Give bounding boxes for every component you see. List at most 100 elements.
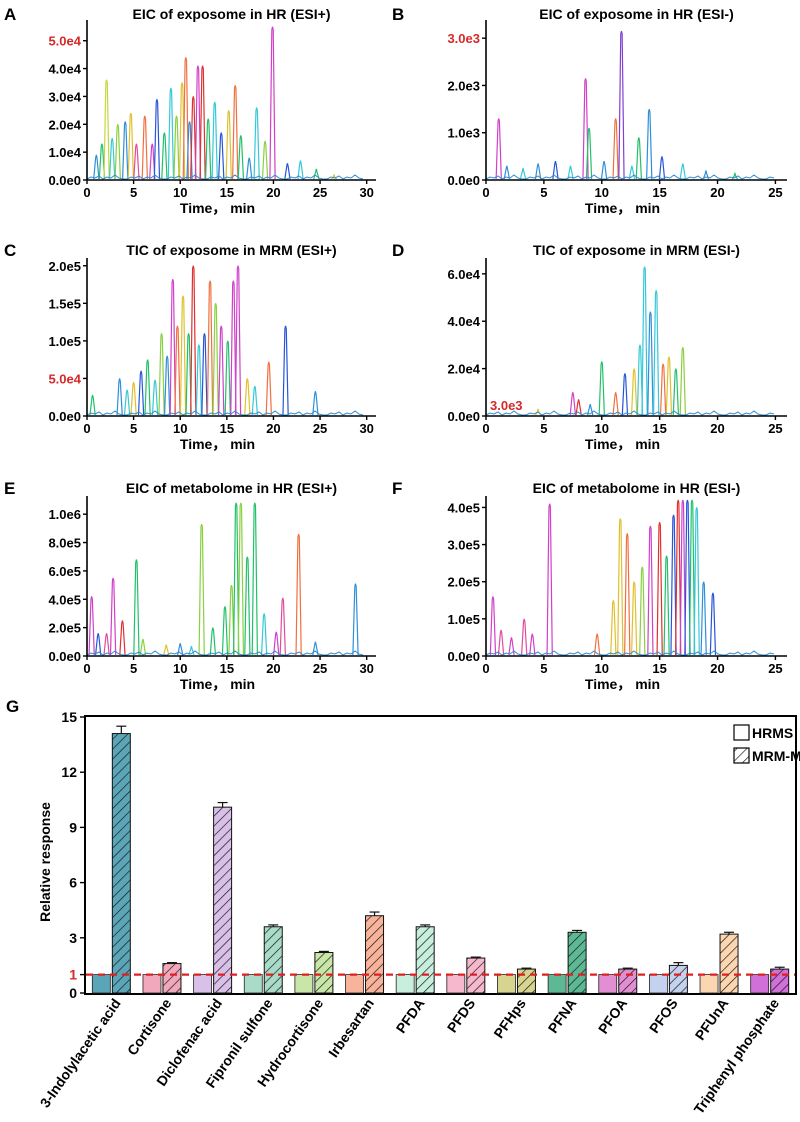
y-tick-label: 1.0e6 bbox=[48, 507, 81, 522]
x-tick-label: 5 bbox=[130, 185, 137, 200]
x-tick-label: 0 bbox=[83, 661, 90, 676]
peak bbox=[497, 629, 505, 656]
category-label: Cortisone bbox=[124, 995, 175, 1058]
bar-mrm bbox=[415, 926, 435, 994]
y-tick-label: 4.0e4 bbox=[48, 62, 81, 77]
bar-hrms bbox=[243, 974, 263, 994]
panel-title-f: EIC of metabolome in HR (ESI-) bbox=[533, 480, 741, 496]
x-tick-label: 30 bbox=[359, 661, 373, 676]
peak bbox=[628, 165, 636, 180]
bar-hrms bbox=[699, 974, 719, 994]
panel-g-frame bbox=[84, 715, 797, 995]
category-label: PFHps bbox=[490, 995, 529, 1041]
peak bbox=[641, 266, 648, 416]
peak bbox=[635, 137, 643, 180]
peak bbox=[663, 555, 670, 656]
peak bbox=[612, 118, 619, 180]
y-tick-label: 2.0e5 bbox=[447, 575, 480, 590]
peak bbox=[658, 156, 666, 180]
x-tick-label: 20 bbox=[266, 661, 280, 676]
peak bbox=[230, 280, 237, 416]
legend-swatch-hrms bbox=[733, 724, 750, 741]
peak bbox=[108, 138, 116, 180]
peak bbox=[587, 404, 594, 416]
peak bbox=[218, 132, 225, 180]
y-tick-label: 4.0e5 bbox=[447, 500, 480, 515]
peak bbox=[133, 559, 140, 656]
panel-d: D TIC of exposome in MRM (ESI-) 0.0e0 2.0e4… bbox=[392, 241, 787, 452]
y-tick-label: 2.0e5 bbox=[48, 259, 81, 274]
peaks-d bbox=[485, 266, 775, 416]
peak bbox=[116, 378, 123, 416]
x-tick-label: 5 bbox=[540, 185, 547, 200]
peak bbox=[224, 340, 231, 416]
bar-hrms bbox=[395, 974, 415, 994]
x-tick-label: 5 bbox=[130, 421, 137, 436]
peak bbox=[312, 641, 319, 656]
peak bbox=[204, 118, 212, 180]
peak bbox=[598, 361, 605, 416]
bar-hrms bbox=[446, 974, 466, 994]
peak bbox=[569, 392, 577, 416]
peak bbox=[646, 108, 653, 180]
y-tick-label: 2.0e4 bbox=[447, 362, 480, 377]
x-axis-label-a: Time， min bbox=[180, 200, 255, 216]
peak bbox=[636, 344, 644, 416]
y-tick-label: 3 bbox=[69, 930, 77, 946]
peak bbox=[251, 385, 259, 416]
y-tick-label: 6.0e5 bbox=[48, 564, 81, 579]
peak bbox=[702, 170, 710, 180]
x-tick-label: 15 bbox=[652, 661, 666, 676]
peak bbox=[659, 363, 667, 416]
baseline-trace bbox=[485, 410, 775, 416]
peak bbox=[163, 355, 171, 416]
y-tick-label: 1.0e4 bbox=[48, 145, 81, 160]
legend-swatch-mrm bbox=[733, 747, 750, 764]
peak bbox=[178, 82, 186, 180]
bar-mrm bbox=[668, 964, 688, 994]
peaks-f bbox=[485, 499, 775, 656]
x-tick-label: 25 bbox=[768, 661, 782, 676]
peak bbox=[575, 399, 582, 416]
bar-hrms bbox=[648, 974, 668, 994]
peak bbox=[352, 583, 359, 656]
bar-hrms bbox=[598, 974, 618, 994]
peak bbox=[529, 633, 536, 656]
y-tick-label: 15 bbox=[61, 709, 77, 725]
y-tick-label: 9 bbox=[69, 819, 77, 835]
y-tick-label: 0.0e0 bbox=[48, 409, 81, 424]
peak bbox=[119, 620, 126, 656]
x-tick-label: 15 bbox=[652, 421, 666, 436]
peak bbox=[521, 618, 528, 656]
category-label: PFUnA bbox=[692, 996, 732, 1043]
peak bbox=[610, 600, 617, 656]
peak bbox=[679, 499, 687, 656]
y-tick-label: 0.0e0 bbox=[447, 173, 480, 188]
peak bbox=[674, 499, 682, 656]
x-axis-label-e: Time， min bbox=[180, 676, 255, 692]
peak bbox=[228, 584, 235, 656]
peaks-b bbox=[485, 30, 775, 180]
peak bbox=[123, 389, 131, 416]
x-tick-label: 10 bbox=[173, 421, 187, 436]
panel-letter-c: C bbox=[4, 241, 16, 260]
peak bbox=[237, 135, 245, 180]
peak bbox=[331, 174, 338, 180]
category-label: Irbesartan bbox=[325, 996, 377, 1061]
peak bbox=[109, 577, 117, 656]
panel-letter-e: E bbox=[4, 479, 15, 498]
legend-label-mrm: MRM-MS bbox=[752, 748, 800, 764]
panel-title-c: TIC of exposome in MRM (ESI+) bbox=[126, 242, 336, 258]
peak bbox=[284, 163, 291, 180]
peak bbox=[212, 303, 219, 416]
panel-b: B EIC of exposome in HR (ESI-) 0.0e0 1.0e3 2… bbox=[392, 5, 787, 216]
peak bbox=[295, 533, 302, 656]
baseline-trace bbox=[86, 174, 364, 180]
peak bbox=[232, 502, 240, 656]
x-tick-label: 30 bbox=[359, 421, 373, 436]
peak bbox=[265, 361, 272, 416]
peak bbox=[114, 124, 121, 180]
panel-e: E EIC of metabolome in HR (ESI+) 0.0e0 2.0e… bbox=[4, 479, 376, 692]
peak bbox=[201, 333, 208, 416]
